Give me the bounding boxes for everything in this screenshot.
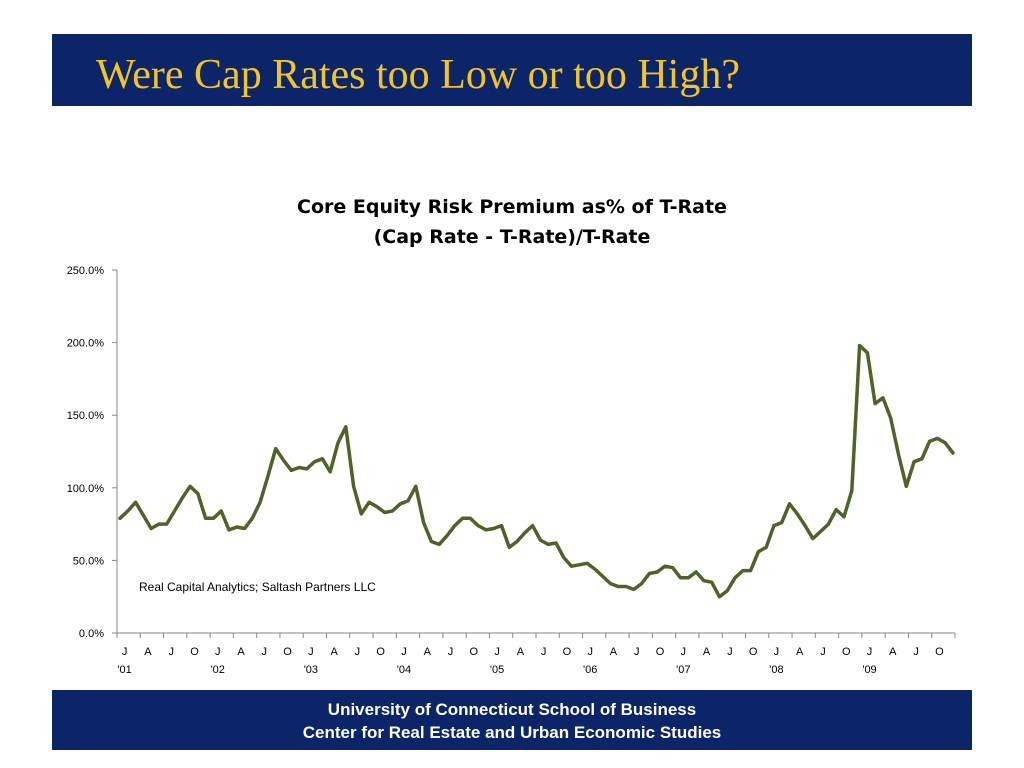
slide-title: Were Cap Rates too Low or too High?	[96, 52, 740, 98]
x-month-label: O	[842, 646, 851, 658]
x-year-label: '05	[490, 664, 504, 676]
x-month-label: J	[122, 646, 128, 658]
chart-ticks: 0.0% 50.0% 100.0% 150.0% 200.0% 250.0% J A J O J A J…	[67, 265, 956, 676]
x-month-label: A	[889, 646, 897, 658]
series-line	[118, 343, 955, 599]
x-month-label: J	[727, 646, 733, 658]
chart-title: Core Equity Risk Premium as% of T-Rate	[297, 196, 727, 218]
y-tick-label: 250.0%	[67, 265, 105, 277]
x-year-label: '09	[862, 664, 876, 676]
x-year-label: '06	[583, 664, 597, 676]
x-month-label: J	[820, 646, 826, 658]
chart-axes	[116, 270, 955, 634]
x-month-label: A	[330, 646, 338, 658]
x-month-label: J	[168, 646, 174, 658]
x-month-label: J	[448, 646, 454, 658]
x-month-label: J	[215, 646, 221, 658]
x-month-label: A	[144, 646, 152, 658]
y-tick-label: 150.0%	[67, 410, 105, 422]
x-month-label: J	[867, 646, 873, 658]
x-month-label: A	[796, 646, 804, 658]
x-month-label: O	[749, 646, 758, 658]
x-month-label: A	[424, 646, 432, 658]
footer-bar: University of Connecticut School of Busi…	[52, 690, 972, 750]
x-month-label: A	[610, 646, 618, 658]
series-layer	[118, 343, 955, 599]
footer-line-1: University of Connecticut School of Busi…	[327, 700, 697, 719]
x-year-label: '03	[304, 664, 318, 676]
x-month-label: A	[703, 646, 711, 658]
x-month-label: O	[190, 646, 199, 658]
x-month-label: O	[376, 646, 385, 658]
y-tick-label: 50.0%	[73, 555, 104, 567]
x-month-label: O	[470, 646, 479, 658]
x-month-label: J	[913, 646, 919, 658]
x-year-label: '02	[211, 664, 225, 676]
x-month-label: O	[935, 646, 944, 658]
x-month-label: J	[308, 646, 314, 658]
x-month-label: J	[262, 646, 268, 658]
x-month-label: J	[681, 646, 687, 658]
x-month-label: O	[283, 646, 292, 658]
x-month-label: A	[517, 646, 525, 658]
x-month-label: J	[634, 646, 640, 658]
x-month-label: A	[237, 646, 245, 658]
x-month-label: J	[587, 646, 593, 658]
line-chart: 0.0% 50.0% 100.0% 150.0% 200.0% 250.0% J A J O J A J…	[67, 265, 956, 676]
y-tick-label: 200.0%	[67, 338, 105, 350]
x-month-label: J	[541, 646, 547, 658]
x-month-label: O	[656, 646, 665, 658]
y-tick-label: 100.0%	[67, 483, 105, 495]
x-month-label: J	[494, 646, 500, 658]
x-year-label: '07	[676, 664, 690, 676]
x-year-label: '04	[397, 664, 411, 676]
header-bar: Were Cap Rates too Low or too High?	[52, 34, 972, 106]
footer-line-2: Center for Real Estate and Urban Economi…	[302, 723, 722, 742]
source-annotation: Real Capital Analytics; Saltash Partners…	[139, 580, 376, 594]
x-month-label: O	[563, 646, 572, 658]
x-year-label: '08	[769, 664, 783, 676]
chart-subtitle: (Cap Rate - T-Rate)/T-Rate	[373, 226, 651, 248]
y-tick-label: 0.0%	[79, 628, 104, 640]
x-year-label: '01	[117, 664, 131, 676]
x-month-label: J	[401, 646, 407, 658]
x-month-label: J	[355, 646, 361, 658]
x-month-label: J	[774, 646, 780, 658]
